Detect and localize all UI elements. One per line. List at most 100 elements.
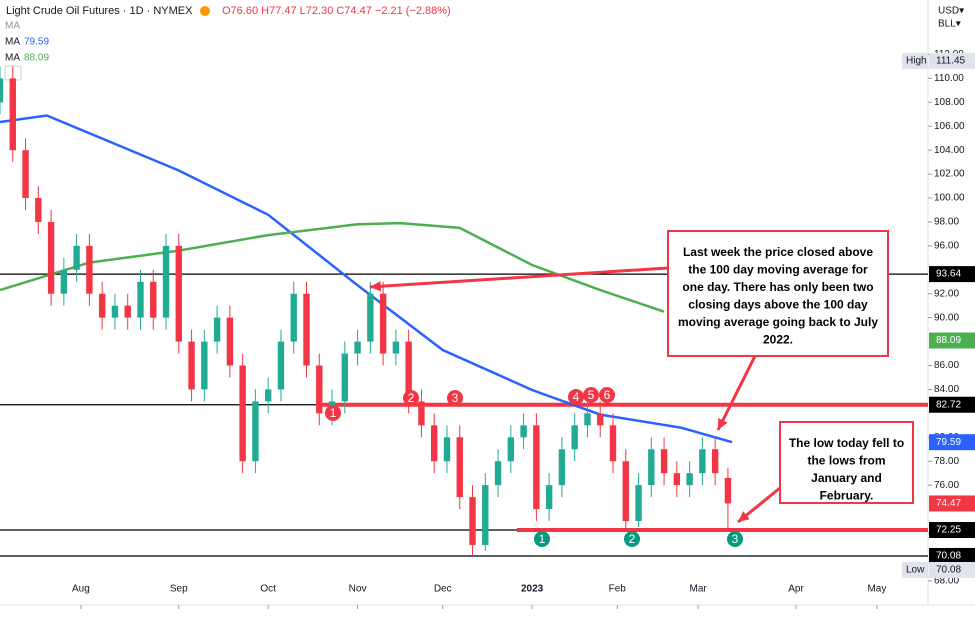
ma-label: MA xyxy=(5,21,20,32)
price-tag-label: 88.09 xyxy=(936,335,961,346)
candle-body xyxy=(98,293,106,318)
x-tick-label: Apr xyxy=(788,584,804,595)
candle-body xyxy=(175,245,182,342)
candle-body xyxy=(303,293,310,366)
candle-body xyxy=(431,425,438,462)
x-tick-label: May xyxy=(867,584,886,595)
candle-body xyxy=(533,425,540,510)
candle-body xyxy=(124,305,131,318)
price-tag-label: 79.59 xyxy=(936,437,961,448)
candle-body xyxy=(405,341,412,402)
y-tick-label: 84.00 xyxy=(934,384,959,395)
y-tick-label: 106.00 xyxy=(934,121,965,132)
candle-body xyxy=(622,461,629,522)
marker xyxy=(325,405,341,421)
candle-body xyxy=(520,425,527,438)
candle-body xyxy=(456,437,463,498)
candle-body xyxy=(188,341,195,390)
annotation-line: 2022. xyxy=(763,333,793,347)
candle-body xyxy=(379,293,387,354)
annotation-line: one day. There has only been two xyxy=(682,280,873,294)
ma-value: 88.09 xyxy=(24,53,49,64)
y-tick-label: 92.00 xyxy=(934,288,959,299)
candle-body xyxy=(507,437,515,462)
annotation-box xyxy=(779,421,914,504)
marker xyxy=(583,387,599,403)
tag-caption: High xyxy=(906,56,927,67)
price-tag xyxy=(929,396,975,413)
price-tag xyxy=(929,53,975,70)
y-tick-label: 96.00 xyxy=(934,241,959,252)
annotation-line: moving average going back to July xyxy=(678,315,878,329)
candle-body xyxy=(9,78,16,151)
candle-body xyxy=(252,401,259,462)
price-tag-label: 111.45 xyxy=(936,56,966,67)
candle-body xyxy=(571,425,578,450)
candle-body xyxy=(162,245,170,318)
candle-body xyxy=(648,449,655,486)
arrow-head xyxy=(370,281,382,292)
price-tag xyxy=(929,495,975,512)
tag-caption: Low xyxy=(906,565,925,576)
x-tick-label: Aug xyxy=(72,584,90,595)
annotation-line: Last week the price closed above xyxy=(683,245,873,259)
price-tag xyxy=(929,522,975,539)
candle-body xyxy=(660,449,668,474)
price-tag-label: 72.25 xyxy=(936,525,961,536)
y-tick-label: 90.00 xyxy=(934,312,959,323)
candle-body xyxy=(22,150,29,199)
candle-body xyxy=(239,365,246,462)
candle-body xyxy=(290,293,297,342)
price-tag xyxy=(929,547,975,564)
candle-body xyxy=(673,473,681,486)
x-tick-label: Nov xyxy=(349,584,367,595)
candle-body xyxy=(724,477,732,504)
candle-body xyxy=(277,341,285,390)
candle-body xyxy=(264,389,272,402)
candle-body xyxy=(597,413,604,426)
candle-body xyxy=(73,245,80,270)
y-tick-label: 108.00 xyxy=(934,97,965,108)
marker xyxy=(599,387,615,403)
y-tick-label: 110.00 xyxy=(934,73,964,84)
candle-body xyxy=(213,317,221,342)
price-tag-label: 70.08 xyxy=(936,551,961,562)
candle-body xyxy=(201,341,208,390)
candle-body xyxy=(150,281,157,318)
y-tick-label: 104.00 xyxy=(934,145,965,156)
annotation-line: the lows from xyxy=(807,454,885,468)
price-tag xyxy=(929,266,975,283)
tag-caption-box xyxy=(902,53,928,70)
x-tick-label: Dec xyxy=(434,584,452,595)
candle-body xyxy=(354,341,361,354)
marker-label: 3 xyxy=(732,532,739,546)
marker xyxy=(624,531,640,547)
y-tick-label: 86.00 xyxy=(934,360,959,371)
candle-body xyxy=(86,245,93,294)
candle-body xyxy=(584,413,591,426)
y-tick-label: 76.00 xyxy=(934,480,959,491)
marker xyxy=(403,390,419,406)
x-tick-label: 2023 xyxy=(521,584,544,595)
annotation-line: February. xyxy=(820,489,874,503)
candle-body xyxy=(60,269,68,294)
marker-label: 4 xyxy=(573,390,580,404)
candle-body xyxy=(469,497,476,545)
ohlc: O76.60 H77.47 L72.30 C74.47 −2.21 (−2.88… xyxy=(222,5,451,17)
x-tick-label: Mar xyxy=(690,584,708,595)
candle-body xyxy=(111,305,119,318)
annotation-box xyxy=(667,230,889,357)
y-tick-label: 100.00 xyxy=(934,193,965,204)
candle-body xyxy=(137,281,144,318)
arrow xyxy=(716,355,757,431)
candle-body xyxy=(482,485,489,545)
icon xyxy=(200,6,210,16)
marker-label: 1 xyxy=(330,406,337,420)
candle-body xyxy=(686,473,693,486)
price-tag-label: 93.64 xyxy=(936,269,961,280)
candle-body xyxy=(392,341,400,354)
arrow-head xyxy=(718,418,728,430)
annotation-line: January and xyxy=(811,471,882,485)
candle-body xyxy=(494,461,502,486)
